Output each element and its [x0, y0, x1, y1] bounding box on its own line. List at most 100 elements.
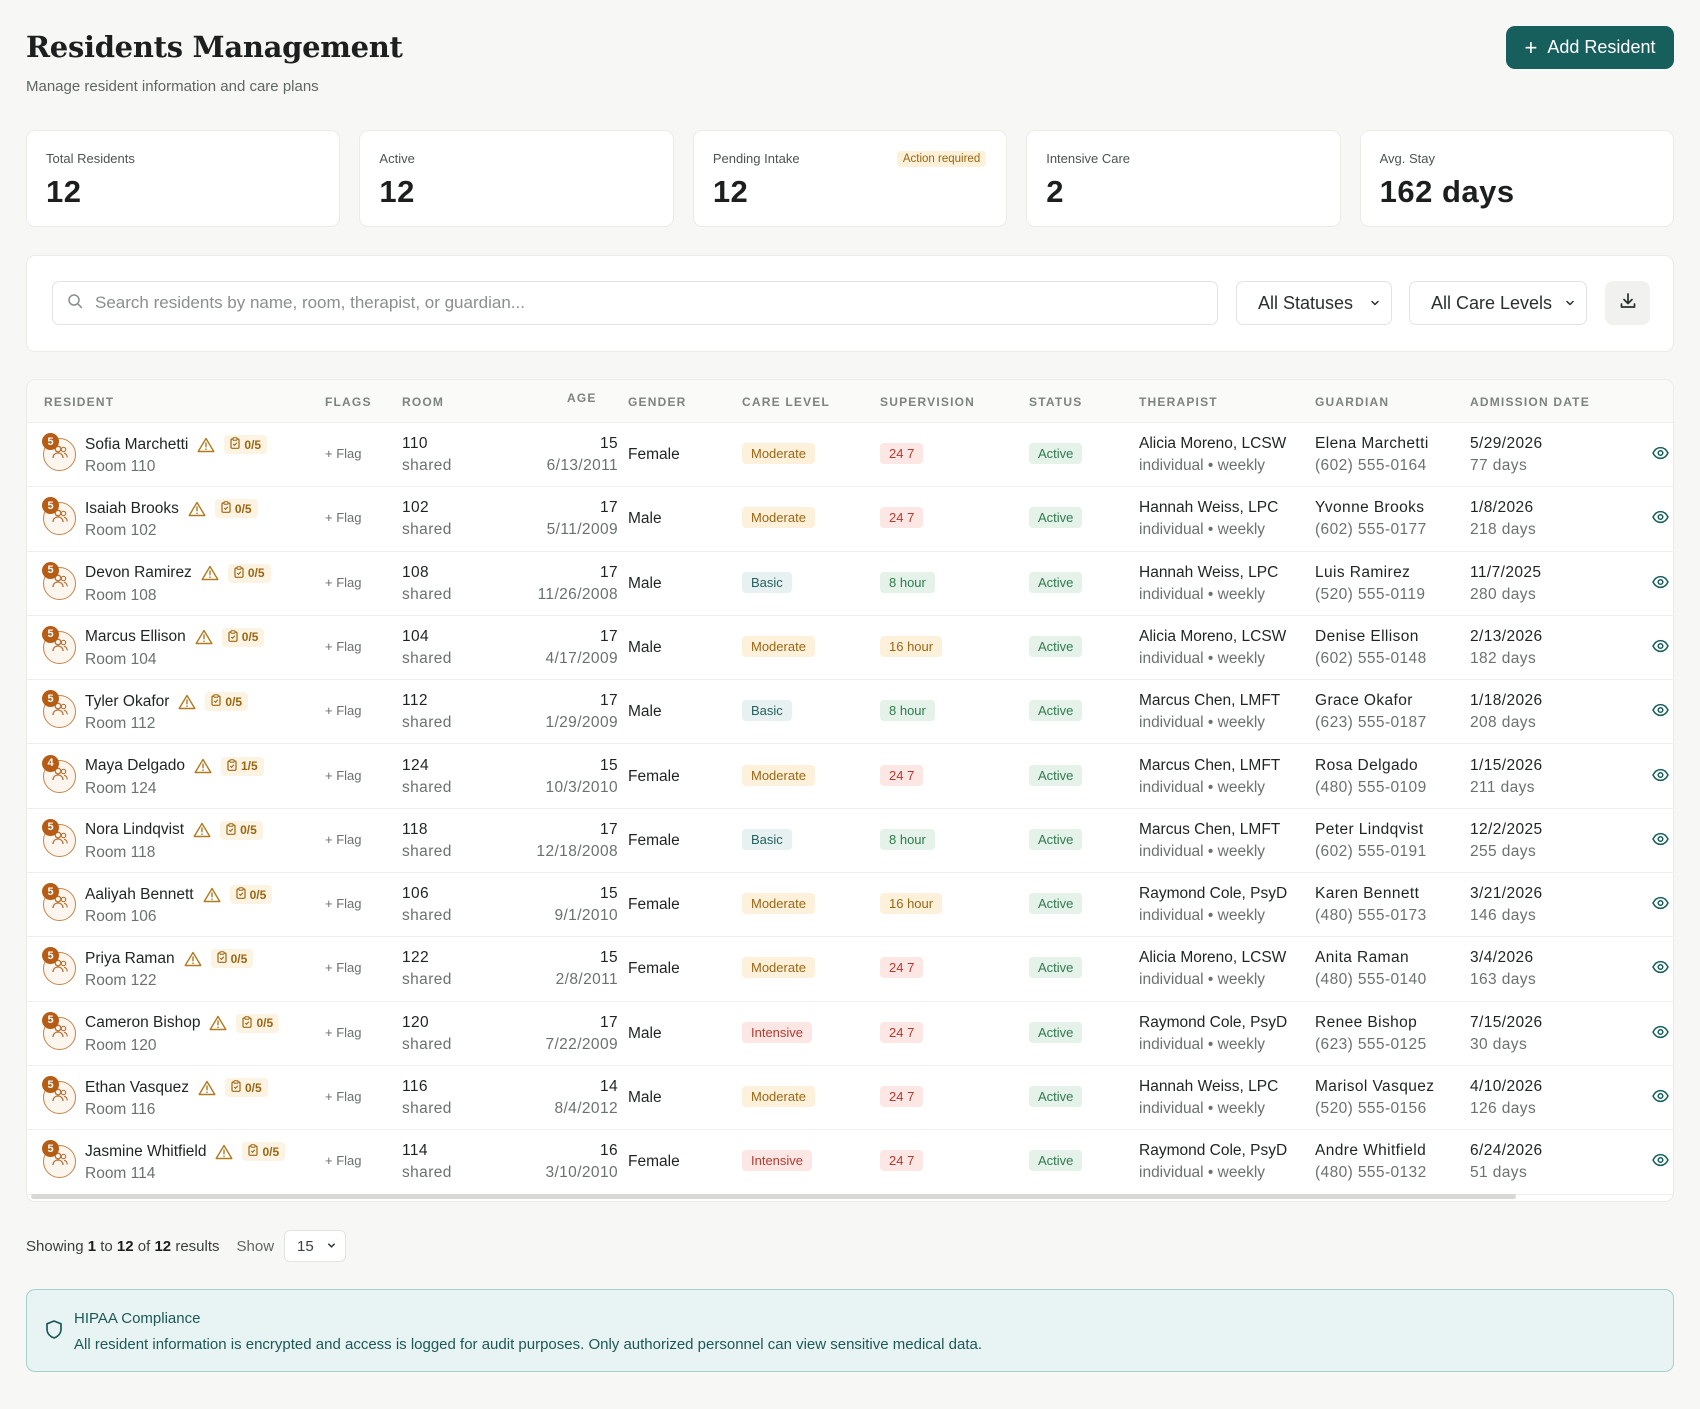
table-row[interactable]: 5 Nora Lindqvist 0/5 Room 118 + Flag 118 [27, 809, 1673, 874]
add-flag-button[interactable]: + Flag [325, 768, 362, 783]
resident-name[interactable]: Maya Delgado [85, 757, 185, 774]
add-flag-button[interactable]: + Flag [325, 639, 362, 654]
table-row[interactable]: 5 Marcus Ellison 0/5 Room 104 + Flag 104 [27, 616, 1673, 681]
warning-triangle-icon[interactable] [197, 437, 215, 453]
resident-name[interactable]: Ethan Vasquez [85, 1078, 189, 1096]
eye-icon[interactable] [1652, 575, 1669, 594]
tasks-badge[interactable]: 0/5 [221, 627, 265, 647]
add-resident-button[interactable]: + Add Resident [1506, 26, 1674, 69]
warning-triangle-icon[interactable] [209, 1015, 227, 1031]
tasks-badge[interactable]: 0/5 [224, 435, 268, 454]
warning-triangle-icon[interactable] [195, 629, 213, 645]
table-row[interactable]: 5 Aaliyah Bennett 0/5 Room 106 + Flag 10 [27, 873, 1673, 938]
eye-icon[interactable] [1652, 1025, 1669, 1044]
table-row[interactable]: 5 Isaiah Brooks 0/5 Room 102 + Flag 102 [27, 487, 1673, 552]
warning-triangle-icon[interactable] [184, 951, 202, 967]
table-row[interactable]: 5 Sofia Marchetti 0/5 Room 110 + Flag 11 [27, 423, 1673, 488]
column-header-status[interactable]: Status [1029, 395, 1083, 409]
status-filter-select[interactable]: All Statuses [1236, 281, 1392, 325]
warning-triangle-icon[interactable] [203, 887, 221, 903]
care-level-filter-select[interactable]: All Care Levels [1409, 281, 1587, 325]
column-header-gender[interactable]: Gender [628, 395, 687, 409]
warning-triangle-icon[interactable] [198, 1080, 216, 1096]
add-flag-button[interactable]: + Flag [325, 1153, 362, 1168]
eye-icon[interactable] [1652, 1089, 1669, 1108]
tasks-badge[interactable]: 0/5 [214, 499, 258, 519]
add-flag-button[interactable]: + Flag [325, 896, 362, 911]
resident-avatar[interactable]: 5 [42, 1140, 76, 1179]
warning-triangle-icon[interactable] [188, 501, 206, 517]
tasks-badge[interactable]: 0/5 [205, 692, 249, 712]
add-flag-button[interactable]: + Flag [325, 575, 362, 590]
warning-triangle-icon[interactable] [178, 694, 196, 710]
resident-name[interactable]: Nora Lindqvist [85, 821, 185, 839]
eye-icon[interactable] [1652, 639, 1669, 658]
eye-icon[interactable] [1652, 510, 1669, 529]
tasks-badge[interactable]: 0/5 [220, 820, 263, 840]
resident-name[interactable]: Sofia Marchetti [85, 435, 189, 453]
resident-avatar[interactable]: 5 [42, 1011, 76, 1050]
resident-avatar[interactable]: 5 [42, 625, 76, 664]
export-button[interactable] [1605, 281, 1650, 325]
tasks-badge[interactable]: 0/5 [236, 1013, 280, 1033]
resident-avatar[interactable]: 5 [42, 818, 76, 857]
resident-name[interactable]: Aaliyah Bennett [85, 885, 194, 903]
search-input[interactable] [95, 293, 1217, 313]
warning-triangle-icon[interactable] [194, 758, 212, 774]
resident-avatar[interactable]: 4 [42, 754, 76, 793]
tasks-badge[interactable]: 0/5 [227, 563, 271, 583]
resident-avatar[interactable]: 5 [42, 433, 76, 471]
horizontal-scrollbar[interactable] [31, 1194, 1516, 1199]
resident-avatar[interactable]: 5 [42, 1076, 76, 1114]
column-header-guardian[interactable]: Guardian [1315, 395, 1390, 409]
eye-icon[interactable] [1652, 960, 1669, 979]
resident-avatar[interactable]: 5 [42, 690, 76, 729]
column-header-therapist[interactable]: Therapist [1139, 395, 1218, 409]
search-box[interactable] [52, 281, 1218, 325]
eye-icon[interactable] [1652, 703, 1669, 722]
resident-name[interactable]: Tyler Okafor [85, 692, 170, 710]
eye-icon[interactable] [1652, 768, 1669, 787]
tasks-badge[interactable]: 0/5 [229, 885, 273, 905]
add-flag-button[interactable]: + Flag [325, 1025, 362, 1040]
table-row[interactable]: 5 Jasmine Whitfield 0/5 Room 114 + Flag [27, 1130, 1673, 1195]
column-header-resident[interactable]: Resident [44, 395, 115, 409]
column-header-admission-date[interactable]: Admission Date [1470, 395, 1590, 409]
resident-name[interactable]: Marcus Ellison [85, 628, 186, 646]
page-size-select[interactable]: 15 [284, 1230, 347, 1262]
tasks-badge[interactable]: 1/5 [220, 756, 264, 776]
table-row[interactable]: 5 Ethan Vasquez 0/5 Room 116 + Flag 116 [27, 1066, 1673, 1131]
warning-triangle-icon[interactable] [201, 565, 219, 581]
eye-icon[interactable] [1652, 446, 1669, 465]
resident-avatar[interactable]: 5 [42, 883, 76, 922]
add-flag-button[interactable]: + Flag [325, 703, 362, 718]
resident-avatar[interactable]: 5 [42, 947, 76, 986]
table-row[interactable]: 5 Devon Ramirez 0/5 Room 108 + Flag 108 [27, 552, 1673, 616]
resident-name[interactable]: Cameron Bishop [85, 1014, 201, 1032]
column-header-flags[interactable]: Flags [325, 395, 372, 409]
tasks-badge[interactable]: 0/5 [242, 1142, 286, 1162]
tasks-badge[interactable]: 0/5 [210, 949, 254, 969]
table-row[interactable]: 5 Tyler Okafor 0/5 Room 112 + Flag 112 [27, 680, 1673, 745]
column-header-age[interactable]: Age [567, 391, 597, 405]
add-flag-button[interactable]: + Flag [325, 1089, 362, 1104]
eye-icon[interactable] [1652, 1153, 1669, 1172]
resident-avatar[interactable]: 5 [42, 497, 76, 536]
warning-triangle-icon[interactable] [193, 822, 211, 838]
warning-triangle-icon[interactable] [215, 1144, 233, 1160]
add-flag-button[interactable]: + Flag [325, 832, 362, 847]
eye-icon[interactable] [1652, 832, 1669, 851]
resident-name[interactable]: Priya Raman [85, 949, 175, 967]
table-row[interactable]: 5 Cameron Bishop 0/5 Room 120 + Flag 120 [27, 1002, 1673, 1066]
column-header-care-level[interactable]: Care Level [742, 395, 831, 409]
table-row[interactable]: 4 Maya Delgado 1/5 Room 124 + Flag 124 [27, 745, 1673, 809]
resident-name[interactable]: Jasmine Whitfield [85, 1142, 207, 1160]
table-row[interactable]: 5 Priya Raman 0/5 Room 122 + Flag 122 [27, 937, 1673, 1002]
resident-avatar[interactable]: 5 [42, 561, 76, 600]
resident-name[interactable]: Devon Ramirez [85, 564, 192, 582]
add-flag-button[interactable]: + Flag [325, 510, 362, 525]
add-flag-button[interactable]: + Flag [325, 446, 362, 461]
eye-icon[interactable] [1652, 896, 1669, 915]
resident-name[interactable]: Isaiah Brooks [85, 499, 179, 517]
add-flag-button[interactable]: + Flag [325, 960, 362, 975]
